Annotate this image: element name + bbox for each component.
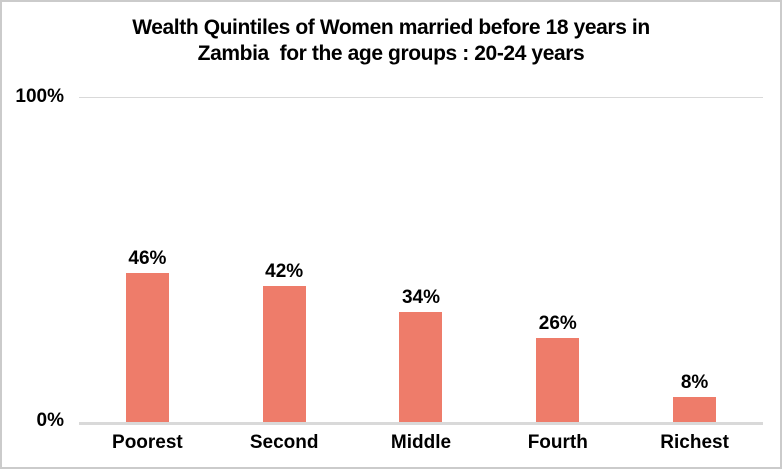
gridline-100-percent xyxy=(79,97,763,98)
x-axis-label-fourth: Fourth xyxy=(527,432,588,453)
x-axis-label-middle: Middle xyxy=(390,432,452,453)
y-axis-tick-100: 100% xyxy=(15,86,64,107)
chart-title-line2: Zambia for the age groups : 20-24 years xyxy=(197,42,585,65)
bar-value-label-richest: 8% xyxy=(680,372,709,393)
plot-area: 46% 42% 34% 26% 8% xyxy=(79,98,763,423)
bar-column-poorest: 46% xyxy=(79,98,216,423)
bar-richest xyxy=(673,397,717,423)
bar-poorest xyxy=(125,273,169,423)
chart-title: Wealth Quintiles of Women married before… xyxy=(2,15,780,67)
bar-value-label-second: 42% xyxy=(265,261,304,282)
x-axis-line xyxy=(79,422,763,425)
bar-value-label-poorest: 46% xyxy=(128,248,167,269)
x-axis-labels: Poorest Second Middle Fourth Richest xyxy=(79,432,763,453)
bar-second xyxy=(262,286,306,423)
x-axis-label-second: Second xyxy=(249,432,319,453)
bar-column-fourth: 26% xyxy=(489,98,626,423)
bar-column-richest: 8% xyxy=(626,98,763,423)
bar-column-second: 42% xyxy=(216,98,353,423)
chart-title-line1: Wealth Quintiles of Women married before… xyxy=(132,16,650,39)
bar-value-label-fourth: 26% xyxy=(538,313,577,334)
x-axis-label-richest: Richest xyxy=(660,432,729,453)
x-axis-label-poorest: Poorest xyxy=(112,432,183,453)
bar-value-label-middle: 34% xyxy=(401,287,440,308)
bar-fourth xyxy=(536,338,580,423)
y-axis-tick-0: 0% xyxy=(36,410,64,431)
bar-middle xyxy=(399,312,443,423)
bar-column-middle: 34% xyxy=(353,98,490,423)
